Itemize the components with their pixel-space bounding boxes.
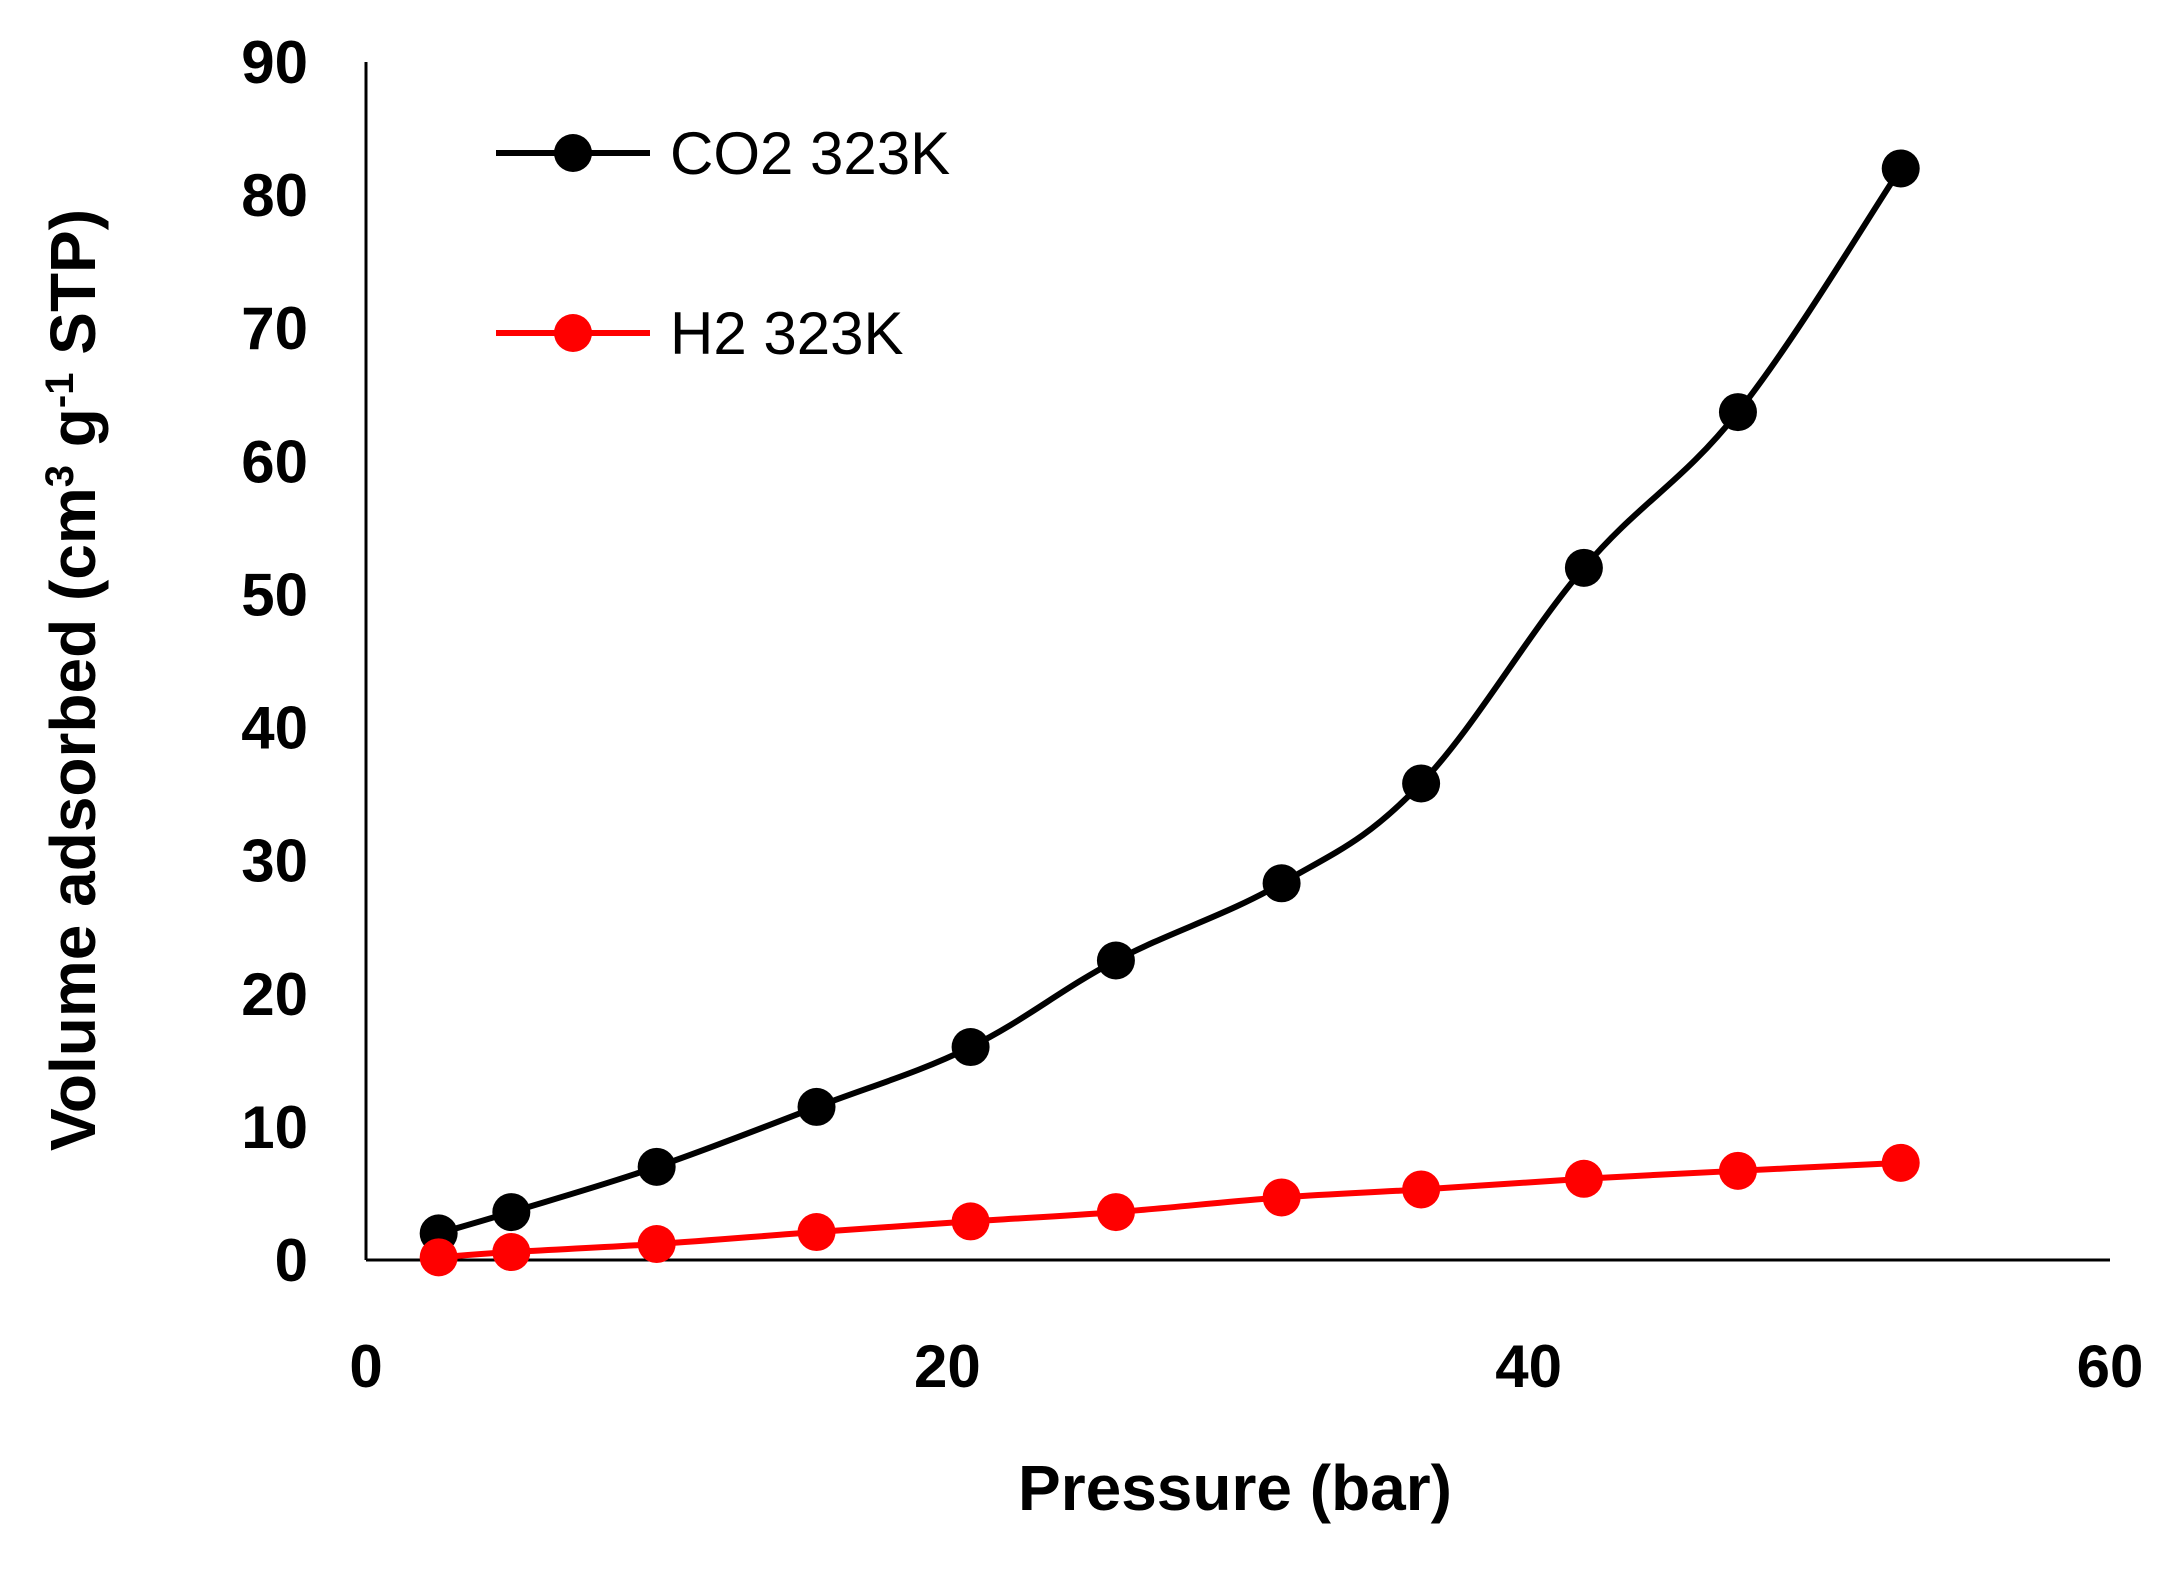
y-axis-title-sup-2: -1 xyxy=(38,373,82,409)
series-layer xyxy=(419,149,1920,1277)
data-point xyxy=(951,1202,990,1241)
y-axis-title-sup-1: 3 xyxy=(38,465,82,487)
legend-label: H2 323K xyxy=(670,300,904,367)
data-point xyxy=(1881,1143,1920,1182)
y-tick-label: 90 xyxy=(241,29,308,96)
y-axis-title-mid: g xyxy=(37,408,109,465)
data-point xyxy=(1262,864,1301,903)
data-point xyxy=(1881,149,1920,188)
data-point xyxy=(797,1213,836,1252)
data-point xyxy=(637,1147,676,1186)
data-point xyxy=(1718,393,1757,432)
y-tick-label: 60 xyxy=(241,428,308,495)
y-tick-label: 30 xyxy=(241,828,308,895)
y-tick-label: 10 xyxy=(241,1094,308,1161)
tick-labels: 0 10 20 30 40 50 60 70 80 90 0 20 40 60 xyxy=(241,29,2143,1400)
y-axis-title: Volume adsorbed (cm3 g-1 STP) xyxy=(37,209,109,1151)
series-1 xyxy=(419,149,1920,1253)
x-tick-label: 40 xyxy=(1495,1333,1562,1400)
data-point xyxy=(1718,1151,1757,1190)
x-axis-title: Pressure (bar) xyxy=(1018,1452,1452,1524)
series-2 xyxy=(419,1143,1920,1277)
y-tick-label: 70 xyxy=(241,295,308,362)
legend-swatch-marker xyxy=(554,134,592,172)
x-tick-label: 20 xyxy=(914,1333,981,1400)
series-line xyxy=(437,166,1904,1237)
data-point xyxy=(1564,1159,1603,1198)
y-tick-label: 80 xyxy=(241,162,308,229)
legend-label: CO2 323K xyxy=(670,120,950,187)
legend-swatch-marker xyxy=(554,314,592,352)
data-point xyxy=(1262,1178,1301,1217)
data-point xyxy=(1096,941,1135,980)
legend: CO2 323K H2 323K xyxy=(496,120,950,367)
data-point xyxy=(1402,764,1441,803)
data-point xyxy=(419,1238,458,1277)
data-point xyxy=(951,1028,990,1067)
data-point xyxy=(1096,1193,1135,1232)
y-tick-label: 50 xyxy=(241,561,308,628)
y-tick-label: 40 xyxy=(241,695,308,762)
data-point xyxy=(1402,1170,1441,1209)
y-tick-label: 20 xyxy=(241,961,308,1028)
axes xyxy=(364,62,2110,1262)
data-point xyxy=(1564,548,1603,587)
y-axis-title-suffix: STP) xyxy=(37,209,109,373)
y-tick-label: 0 xyxy=(275,1227,308,1294)
data-point xyxy=(637,1225,676,1264)
x-tick-label: 60 xyxy=(2077,1333,2144,1400)
data-point xyxy=(492,1193,531,1232)
x-tick-label: 0 xyxy=(349,1333,382,1400)
data-point xyxy=(492,1233,531,1272)
data-point xyxy=(797,1087,836,1126)
y-axis-title-prefix: Volume adsorbed (cm xyxy=(37,487,109,1151)
